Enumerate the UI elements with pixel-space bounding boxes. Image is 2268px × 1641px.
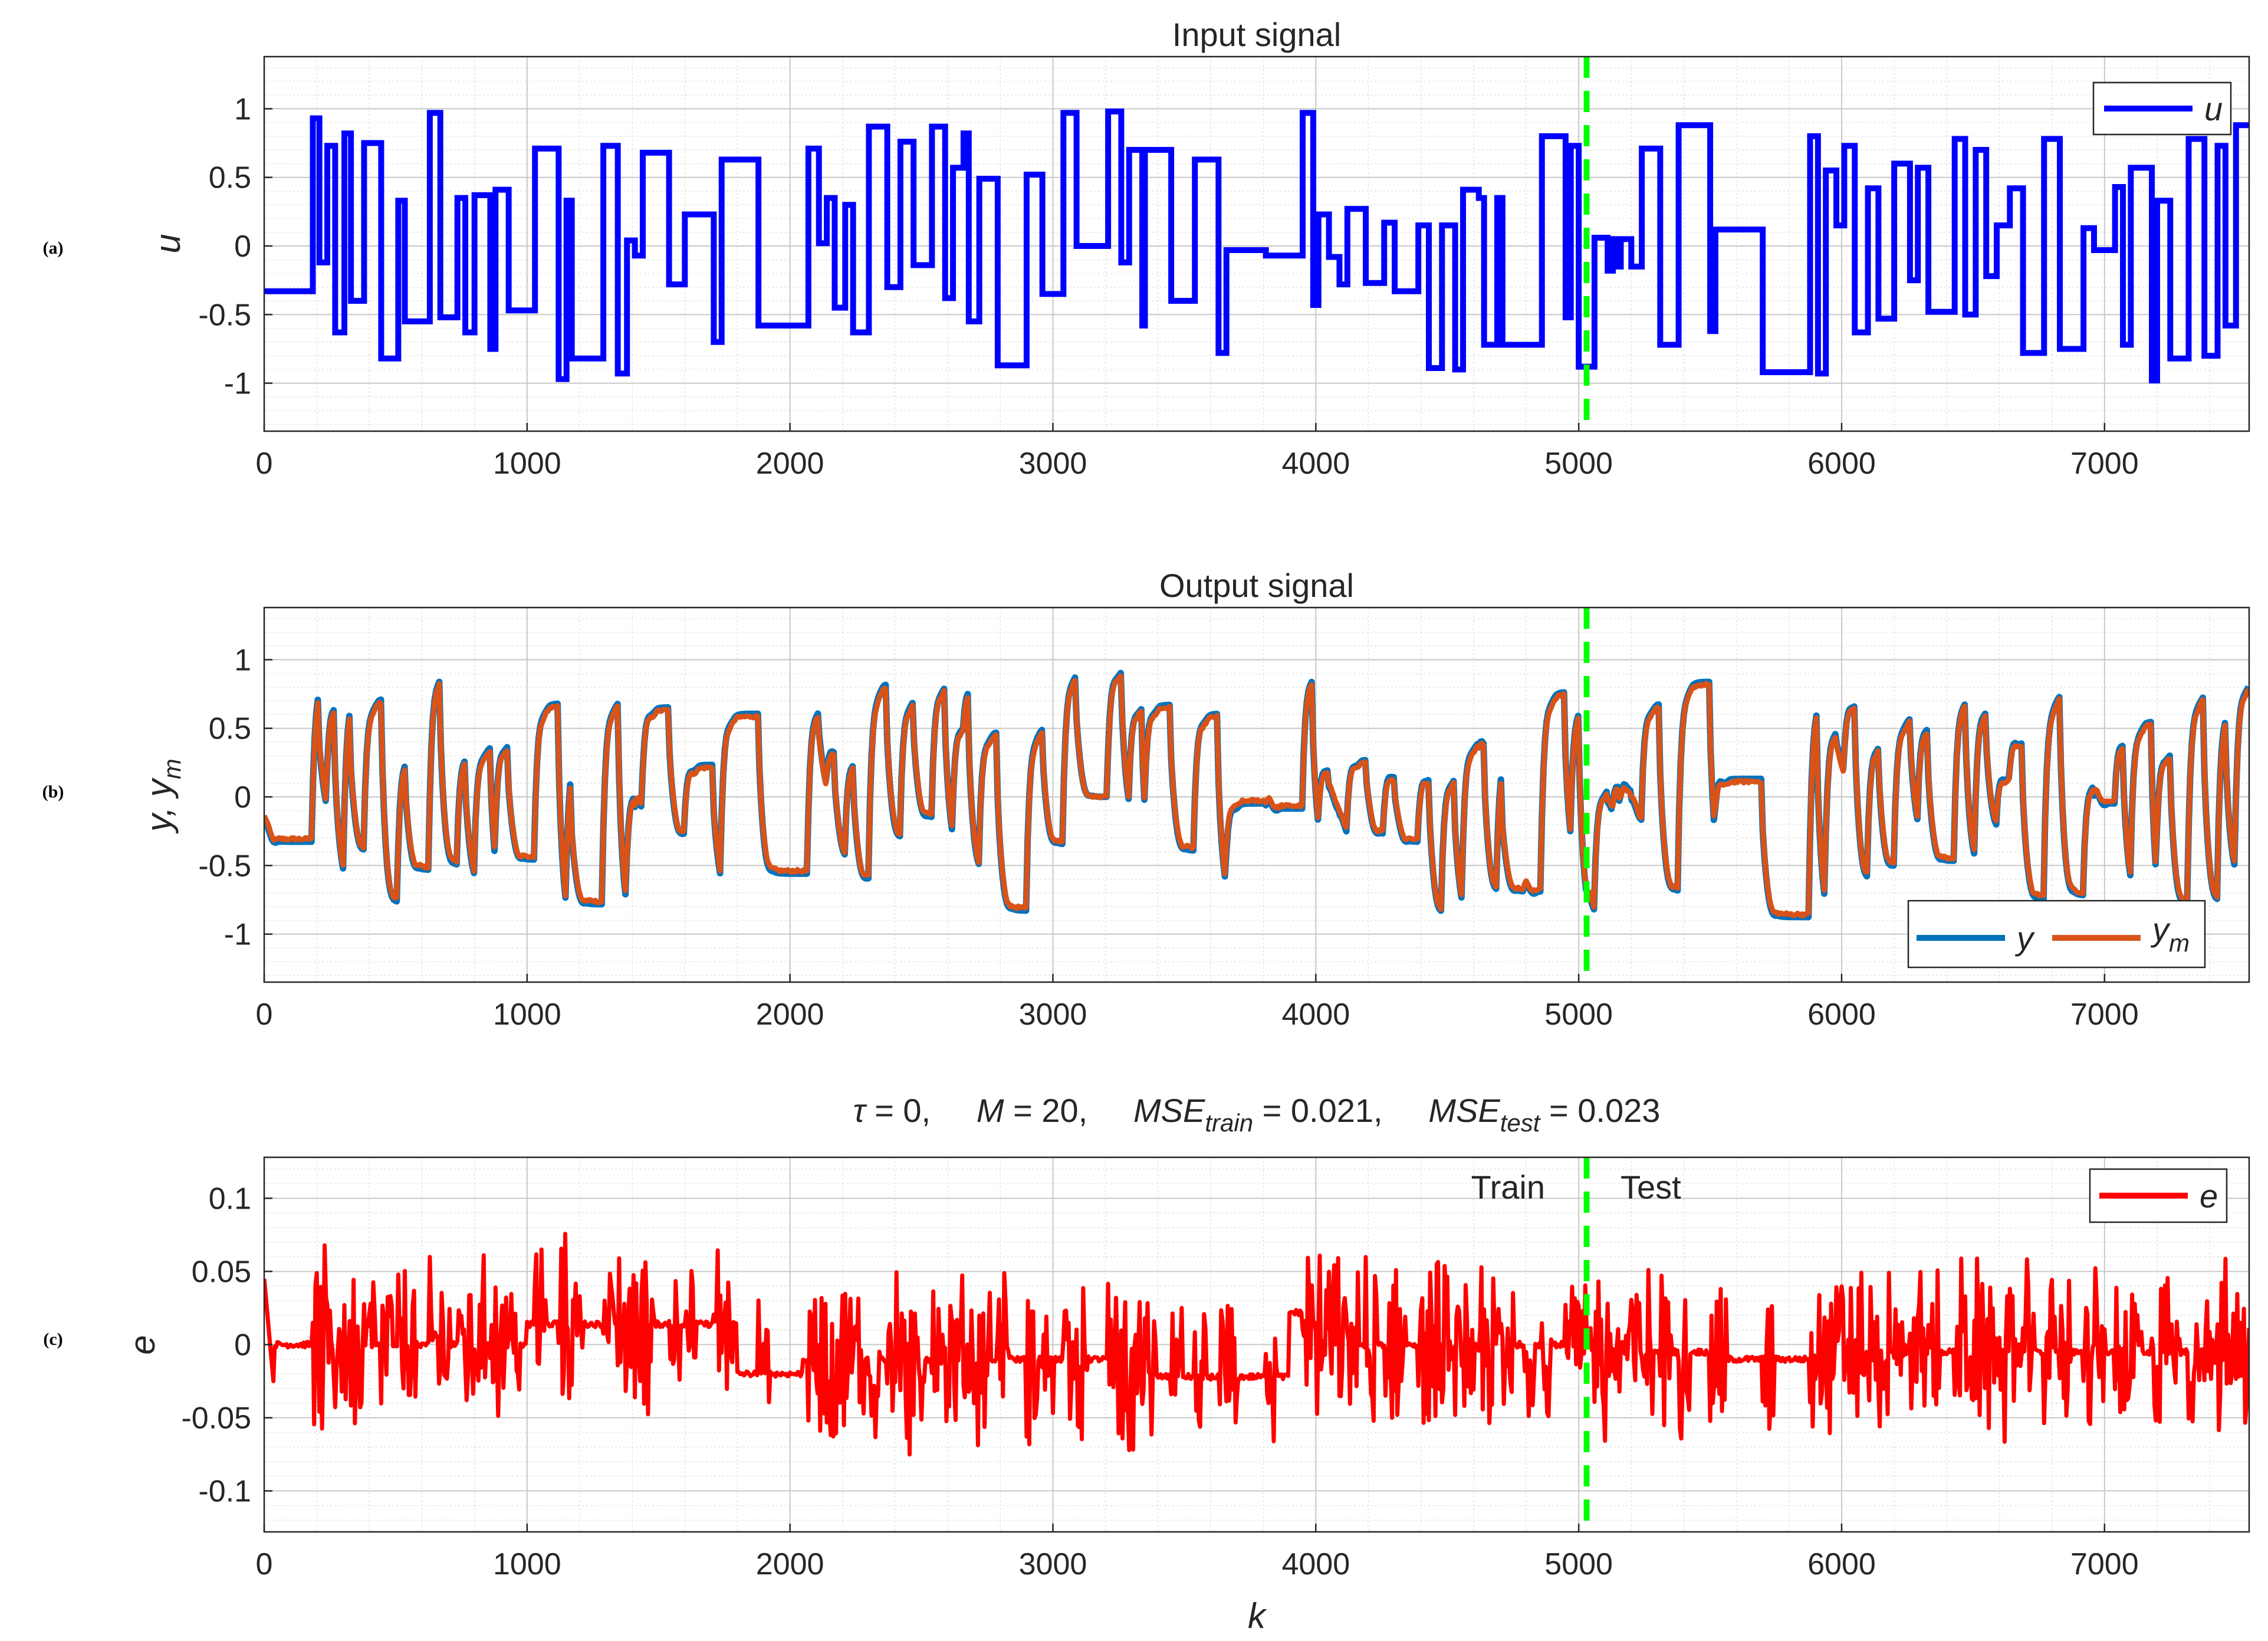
legend-input: u	[2092, 81, 2232, 136]
annotation-train: Train	[1471, 1169, 1545, 1206]
y-axis-label-output: y, ym	[139, 759, 186, 834]
panel-tag-b: (b)	[42, 782, 64, 802]
x-tick-label: 2000	[756, 447, 824, 481]
axes-frame-input	[263, 55, 2250, 432]
title-tau-value: = 0,	[866, 1092, 977, 1129]
x-tick-label: 7000	[2070, 997, 2139, 1032]
panel-output-signal: (b) Output signal 0 1000 2000 3000 4000 5000 6…	[42, 567, 2250, 1032]
x-tick-label: 3000	[1019, 997, 1087, 1032]
annotation-test: Test	[1621, 1169, 1681, 1206]
panel-tag-a: (a)	[43, 238, 64, 258]
x-tick-label: 4000	[1281, 447, 1350, 481]
title-mse-train-value: = 0.021,	[1253, 1092, 1428, 1129]
y-tick-label: -0.5	[198, 849, 251, 883]
series-group-output	[264, 669, 2249, 921]
title-mse-test: MSE	[1428, 1092, 1500, 1129]
legend-label-ym-sub: m	[2169, 929, 2190, 957]
axes-box-input	[264, 57, 2249, 431]
y-tick-label: 0	[234, 1328, 251, 1363]
y-tick-label: 0.05	[192, 1255, 251, 1289]
x-axis-label-error: k	[1248, 1596, 1267, 1636]
y-tick-label: 0	[234, 780, 251, 815]
y-axis-label-input: u	[148, 234, 188, 253]
x-tick-label: 7000	[2070, 447, 2139, 481]
x-tick-label: 0	[256, 1547, 273, 1581]
x-tick-label: 2000	[756, 997, 824, 1032]
x-tick-label: 5000	[1544, 447, 1613, 481]
legend-label-u: u	[2204, 90, 2223, 127]
chart-title-output: Output signal	[1159, 567, 1354, 604]
series-line-ym	[264, 673, 2249, 918]
series-group-error	[264, 1232, 2249, 1457]
title-m: M	[977, 1092, 1004, 1129]
chart-title-error: τ = 0, M = 20, MSEtrain = 0.021, MSEtest…	[853, 1092, 1661, 1137]
title-mse-test-value: = 0.023	[1540, 1092, 1660, 1129]
legend-label-y: y	[2014, 920, 2035, 957]
y-tick-label: 0	[234, 229, 251, 264]
legend-error: e	[2089, 1168, 2228, 1223]
x-tick-label: 3000	[1019, 447, 1087, 481]
x-tick-label: 5000	[1544, 997, 1613, 1032]
panel-input-signal: (a) Input signal 0 1000 2000 3000 4000 5000 60…	[43, 16, 2250, 481]
y-axis-label-error: e	[123, 1335, 162, 1354]
legend-label-ym: ym	[2150, 911, 2190, 957]
y-tick-label: -0.1	[198, 1475, 251, 1509]
y-tick-label: -0.05	[181, 1402, 251, 1436]
title-mse-test-sub: test	[1500, 1109, 1541, 1137]
axes-frame-output	[263, 606, 2250, 983]
x-tick-label: 1000	[493, 1547, 561, 1581]
series-line-e	[264, 1232, 2249, 1457]
x-tick-label: 4000	[1281, 1547, 1350, 1581]
chart-title-input: Input signal	[1172, 16, 1341, 53]
x-tick-label: 7000	[2070, 1547, 2139, 1581]
title-mse-train: MSE	[1133, 1092, 1205, 1129]
ticks-input: 0 1000 2000 3000 4000 5000 6000 7000 1 0.5 0 -0.5 -1	[198, 92, 2138, 481]
y-axis-label-output-main: y, y	[139, 777, 179, 834]
y-axis-label-output-sub: m	[158, 759, 186, 779]
y-tick-label: 1	[234, 643, 251, 677]
x-tick-label: 2000	[756, 1547, 824, 1581]
y-tick-label: -0.5	[198, 298, 251, 332]
panel-tag-c: (c)	[43, 1330, 63, 1349]
x-tick-label: 6000	[1807, 447, 1876, 481]
panel-error: (c) τ = 0, M = 20, MSEtrain = 0.021, MSE…	[43, 1092, 2250, 1636]
x-tick-label: 1000	[493, 447, 561, 481]
x-tick-label: 3000	[1019, 1547, 1087, 1581]
y-tick-label: 0.1	[209, 1181, 251, 1216]
ticks-error: 0 1000 2000 3000 4000 5000 6000 7000 0.1 0.05 0 -0.…	[181, 1181, 2138, 1581]
series-line-u	[264, 109, 2249, 383]
title-tau: τ	[853, 1092, 867, 1129]
legend-label-e: e	[2200, 1177, 2218, 1215]
x-tick-label: 1000	[493, 997, 561, 1032]
x-tick-label: 0	[256, 447, 273, 481]
x-tick-label: 5000	[1544, 1547, 1613, 1581]
y-tick-label: 0.5	[209, 161, 251, 195]
grid-error	[264, 1157, 2249, 1532]
y-tick-label: -1	[224, 918, 251, 952]
title-m-value: = 20,	[1004, 1092, 1133, 1129]
x-tick-label: 6000	[1807, 997, 1876, 1032]
y-tick-label: 0.5	[209, 712, 251, 746]
x-tick-label: 6000	[1807, 1547, 1876, 1581]
x-tick-label: 4000	[1281, 997, 1350, 1032]
legend-output: y ym	[1907, 900, 2206, 969]
y-tick-label: -1	[224, 367, 251, 401]
y-tick-label: 1	[234, 92, 251, 126]
title-mse-train-sub: train	[1205, 1109, 1253, 1137]
ticks-output: 0 1000 2000 3000 4000 5000 6000 7000 1 0.5 0 -0.5 -1	[198, 643, 2138, 1032]
legend-box-output	[1907, 900, 2206, 969]
x-tick-label: 0	[256, 997, 273, 1032]
series-group-input	[264, 109, 2249, 383]
legend-label-ym-main: y	[2150, 911, 2171, 948]
